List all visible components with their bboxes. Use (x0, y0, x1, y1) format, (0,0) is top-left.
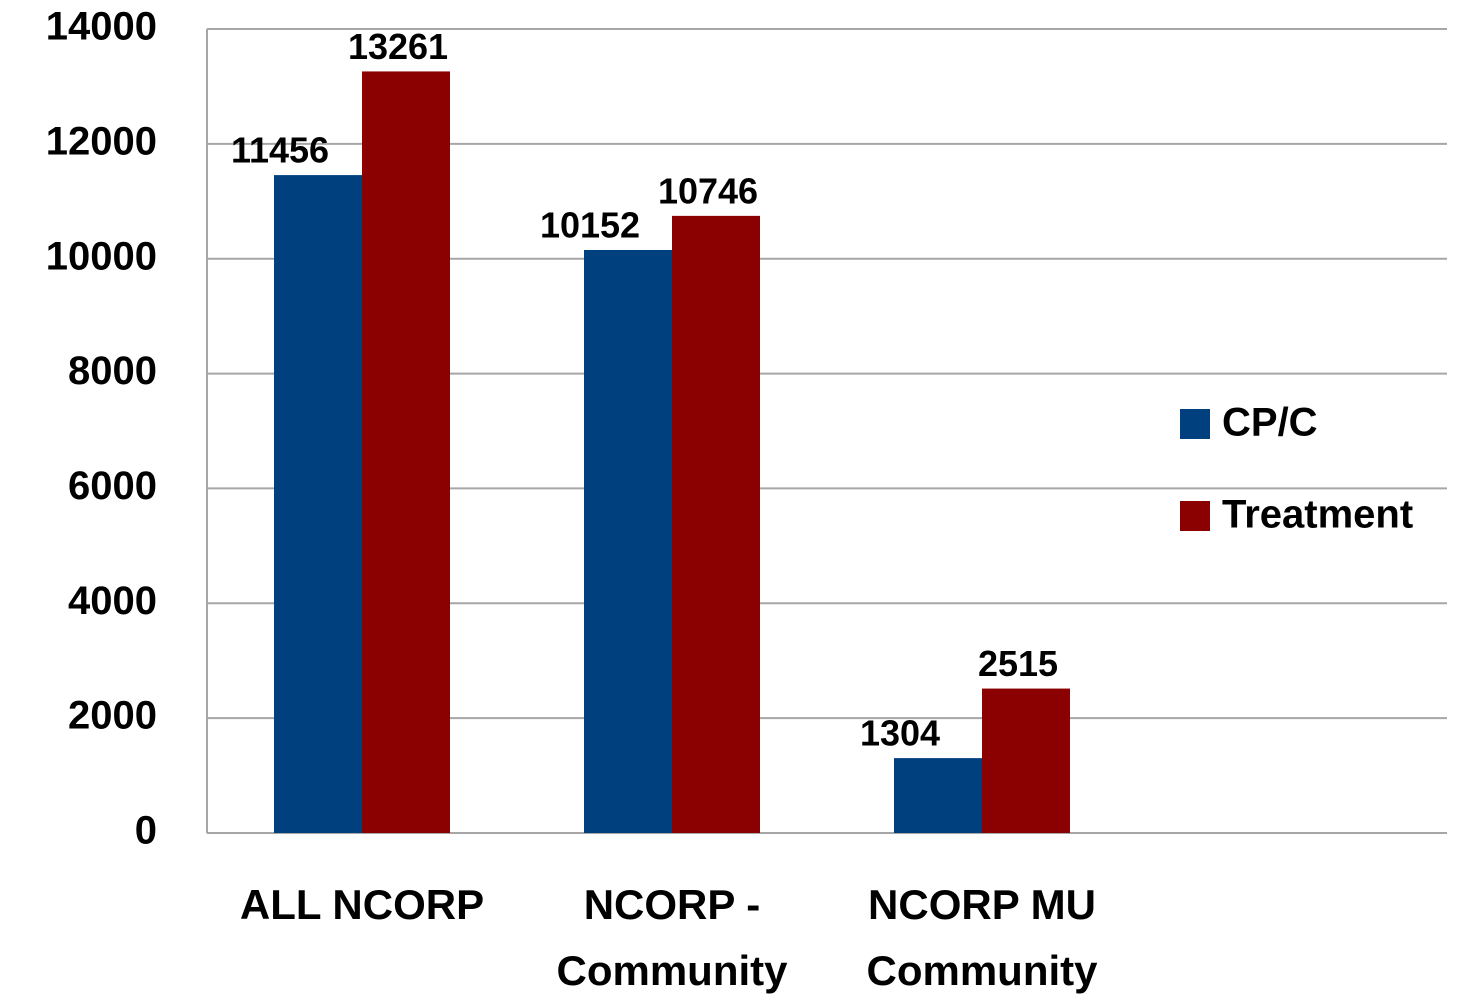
bar (672, 215, 760, 834)
legend-swatch (1180, 409, 1210, 439)
y-tick-label: 2000 (68, 694, 157, 738)
value-label: 11456 (231, 130, 329, 171)
x-tick-label: NCORP -Community (557, 881, 789, 994)
bar (362, 71, 450, 834)
y-tick-label: 14000 (46, 5, 157, 49)
y-tick-label: 12000 (46, 119, 157, 163)
value-label: 10152 (540, 205, 640, 246)
y-tick-label: 10000 (46, 234, 157, 278)
value-label: 10746 (658, 170, 758, 211)
x-tick-label: NCORP MU Community (867, 881, 1099, 994)
bar (584, 249, 672, 834)
value-label: 13261 (348, 26, 448, 67)
bar (982, 688, 1070, 833)
legend-label: Treatment (1222, 493, 1413, 537)
bar (894, 758, 982, 833)
legend-swatch (1180, 501, 1210, 531)
bar (274, 175, 362, 834)
y-tick-label: 8000 (68, 349, 157, 393)
legend-label: CP/C (1222, 401, 1318, 445)
x-tick-label: ALL NCORP (240, 881, 484, 928)
y-tick-label: 0 (135, 809, 157, 853)
y-tick-label: 6000 (68, 464, 157, 508)
value-label: 1304 (860, 713, 940, 754)
y-tick-label: 4000 (68, 579, 157, 623)
value-label: 2515 (978, 643, 1058, 684)
